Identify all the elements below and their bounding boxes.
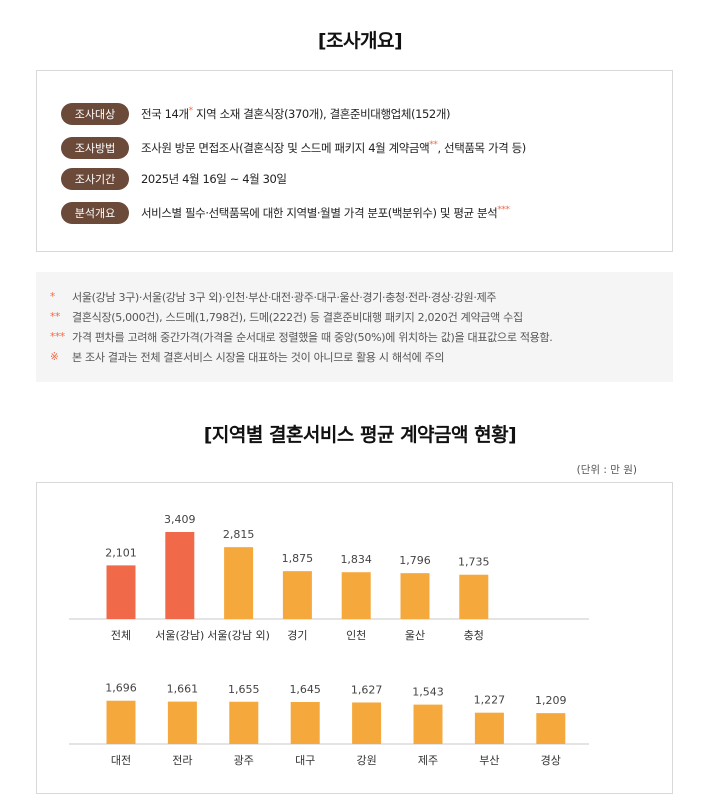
value-label: 1,661 <box>167 683 199 696</box>
overview-row-period: 조사기간 2025년 4월 16일 ~ 4월 30일 <box>61 168 287 190</box>
bar-강원 <box>352 702 382 744</box>
footnote-mark: * <box>188 106 194 116</box>
value-label: 1,735 <box>458 556 490 569</box>
value-label: 2,815 <box>223 528 255 541</box>
overview-label: 분석개요 <box>61 202 129 224</box>
overview-text: 서비스별 필수·선택품목에 대한 지역별·월별 가격 분포(백분위수) 및 평균… <box>141 205 510 221</box>
bar-울산 <box>400 573 430 619</box>
bar-부산 <box>474 712 504 744</box>
value-label: 1,627 <box>351 683 383 696</box>
bar-chart: 2,101 전체 3,409 서울(강남) 2,815 서울(강남 외) 1,875 경기 1,… <box>69 513 589 767</box>
bar-전라 <box>167 701 197 744</box>
note-item: * 서울(강남 3구)·서울(강남 3구 외)·인천·부산·대전·광주·대구·울산… <box>50 289 497 305</box>
overview-text-main: 전국 14개 <box>141 107 189 121</box>
overview-text-main: 조사원 방문 면접조사(결혼식장 및 스드메 패키지 4월 계약금액 <box>141 141 430 155</box>
bar-인천 <box>341 572 371 619</box>
notes-box: * 서울(강남 3구)·서울(강남 3구 외)·인천·부산·대전·광주·대구·울산… <box>36 272 673 382</box>
overview-label: 조사방법 <box>61 137 129 159</box>
value-label: 1,209 <box>535 694 567 707</box>
value-label: 1,543 <box>412 686 444 699</box>
value-label: 3,409 <box>164 513 196 526</box>
bar-대구 <box>290 702 320 744</box>
unit-label: (단위 : 만 원) <box>576 464 637 476</box>
category-label: 서울(강남 외) <box>207 629 270 642</box>
overview-label: 조사기간 <box>61 168 129 190</box>
category-label: 전라 <box>172 754 192 767</box>
note-mark: *** <box>50 331 65 343</box>
value-label: 1,227 <box>474 694 506 707</box>
overview-text: 조사원 방문 면접조사(결혼식장 및 스드메 패키지 4월 계약금액**, 선택… <box>141 140 526 156</box>
overview-label: 조사대상 <box>61 103 129 125</box>
bar-전체 <box>106 565 136 619</box>
overview-text-main: 서비스별 필수·선택품목에 대한 지역별·월별 가격 분포(백분위수) 및 평균… <box>141 206 498 220</box>
bar-대전 <box>106 700 136 744</box>
overview-row-analysis: 분석개요 서비스별 필수·선택품목에 대한 지역별·월별 가격 분포(백분위수)… <box>61 202 510 224</box>
chart-title: [지역별 결혼서비스 평균 계약금액 현황] <box>203 424 517 446</box>
bar-충청 <box>459 574 489 619</box>
category-label: 서울(강남) <box>155 629 204 642</box>
value-label: 1,645 <box>289 683 321 696</box>
category-label: 강원 <box>356 754 376 767</box>
overview-text-rest: 지역 소재 결혼식장(370개), 결혼준비대행업체(152개) <box>192 107 451 121</box>
overview-row-target: 조사대상 전국 14개* 지역 소재 결혼식장(370개), 결혼준비대행업체(… <box>61 103 451 125</box>
footnote-mark: *** <box>497 205 510 215</box>
category-label: 울산 <box>405 629 425 642</box>
overview-text-main: 2025년 4월 16일 ~ 4월 30일 <box>141 172 287 186</box>
note-mark: * <box>50 291 55 303</box>
category-label: 경상 <box>541 754 561 767</box>
bar-서울(강남) <box>165 532 195 619</box>
category-label: 대구 <box>295 754 315 767</box>
category-label: 부산 <box>479 754 499 767</box>
note-text: 서울(강남 3구)·서울(강남 3구 외)·인천·부산·대전·광주·대구·울산·… <box>72 291 497 304</box>
value-label: 1,834 <box>340 553 372 566</box>
value-label: 1,796 <box>399 554 431 567</box>
note-item: ** 결혼식장(5,000건), 스드메(1,798건), 드메(222건) 등 … <box>50 309 523 325</box>
overview-text: 2025년 4월 16일 ~ 4월 30일 <box>141 171 287 187</box>
note-text: 본 조사 결과는 전체 결혼서비스 시장을 대표하는 것이 아니므로 활용 시 … <box>72 351 445 364</box>
overview-text: 전국 14개* 지역 소재 결혼식장(370개), 결혼준비대행업체(152개) <box>141 106 451 122</box>
note-text: 가격 편차를 고려해 중간가격(가격을 순서대로 정렬했을 때 중앙(50%)에… <box>72 331 553 344</box>
category-label: 제주 <box>418 754 438 767</box>
overview-row-method: 조사방법 조사원 방문 면접조사(결혼식장 및 스드메 패키지 4월 계약금액*… <box>61 137 526 159</box>
overview-title: [조사개요] <box>317 30 403 52</box>
chart-box: 2,101 전체 3,409 서울(강남) 2,815 서울(강남 외) 1,875 경기 1,… <box>36 482 673 794</box>
note-mark: ** <box>50 311 60 323</box>
value-label: 1,696 <box>105 682 137 695</box>
overview-box: 조사대상 전국 14개* 지역 소재 결혼식장(370개), 결혼준비대행업체(… <box>36 70 673 252</box>
category-label: 충청 <box>464 629 484 642</box>
category-label: 전체 <box>111 629 131 642</box>
note-item: ※ 본 조사 결과는 전체 결혼서비스 시장을 대표하는 것이 아니므로 활용 시… <box>50 349 445 365</box>
category-label: 경기 <box>287 629 307 642</box>
footnote-mark: ** <box>429 140 438 150</box>
bar-경상 <box>536 713 566 744</box>
note-item: *** 가격 편차를 고려해 중간가격(가격을 순서대로 정렬했을 때 중앙(50… <box>50 329 553 345</box>
bar-서울(강남 외) <box>224 547 254 619</box>
value-label: 1,875 <box>282 552 314 565</box>
overview-text-rest: , 선택품목 가격 등) <box>437 141 527 155</box>
note-text: 결혼식장(5,000건), 스드메(1,798건), 드메(222건) 등 결혼… <box>72 311 523 324</box>
value-label: 1,655 <box>228 683 259 696</box>
category-label: 인천 <box>346 628 366 642</box>
bar-제주 <box>413 704 443 744</box>
category-label: 대전 <box>111 754 131 767</box>
note-mark: ※ <box>50 351 59 363</box>
bar-경기 <box>282 571 312 619</box>
value-label: 2,101 <box>105 546 137 559</box>
category-label: 광주 <box>234 754 254 767</box>
bar-광주 <box>229 701 259 744</box>
